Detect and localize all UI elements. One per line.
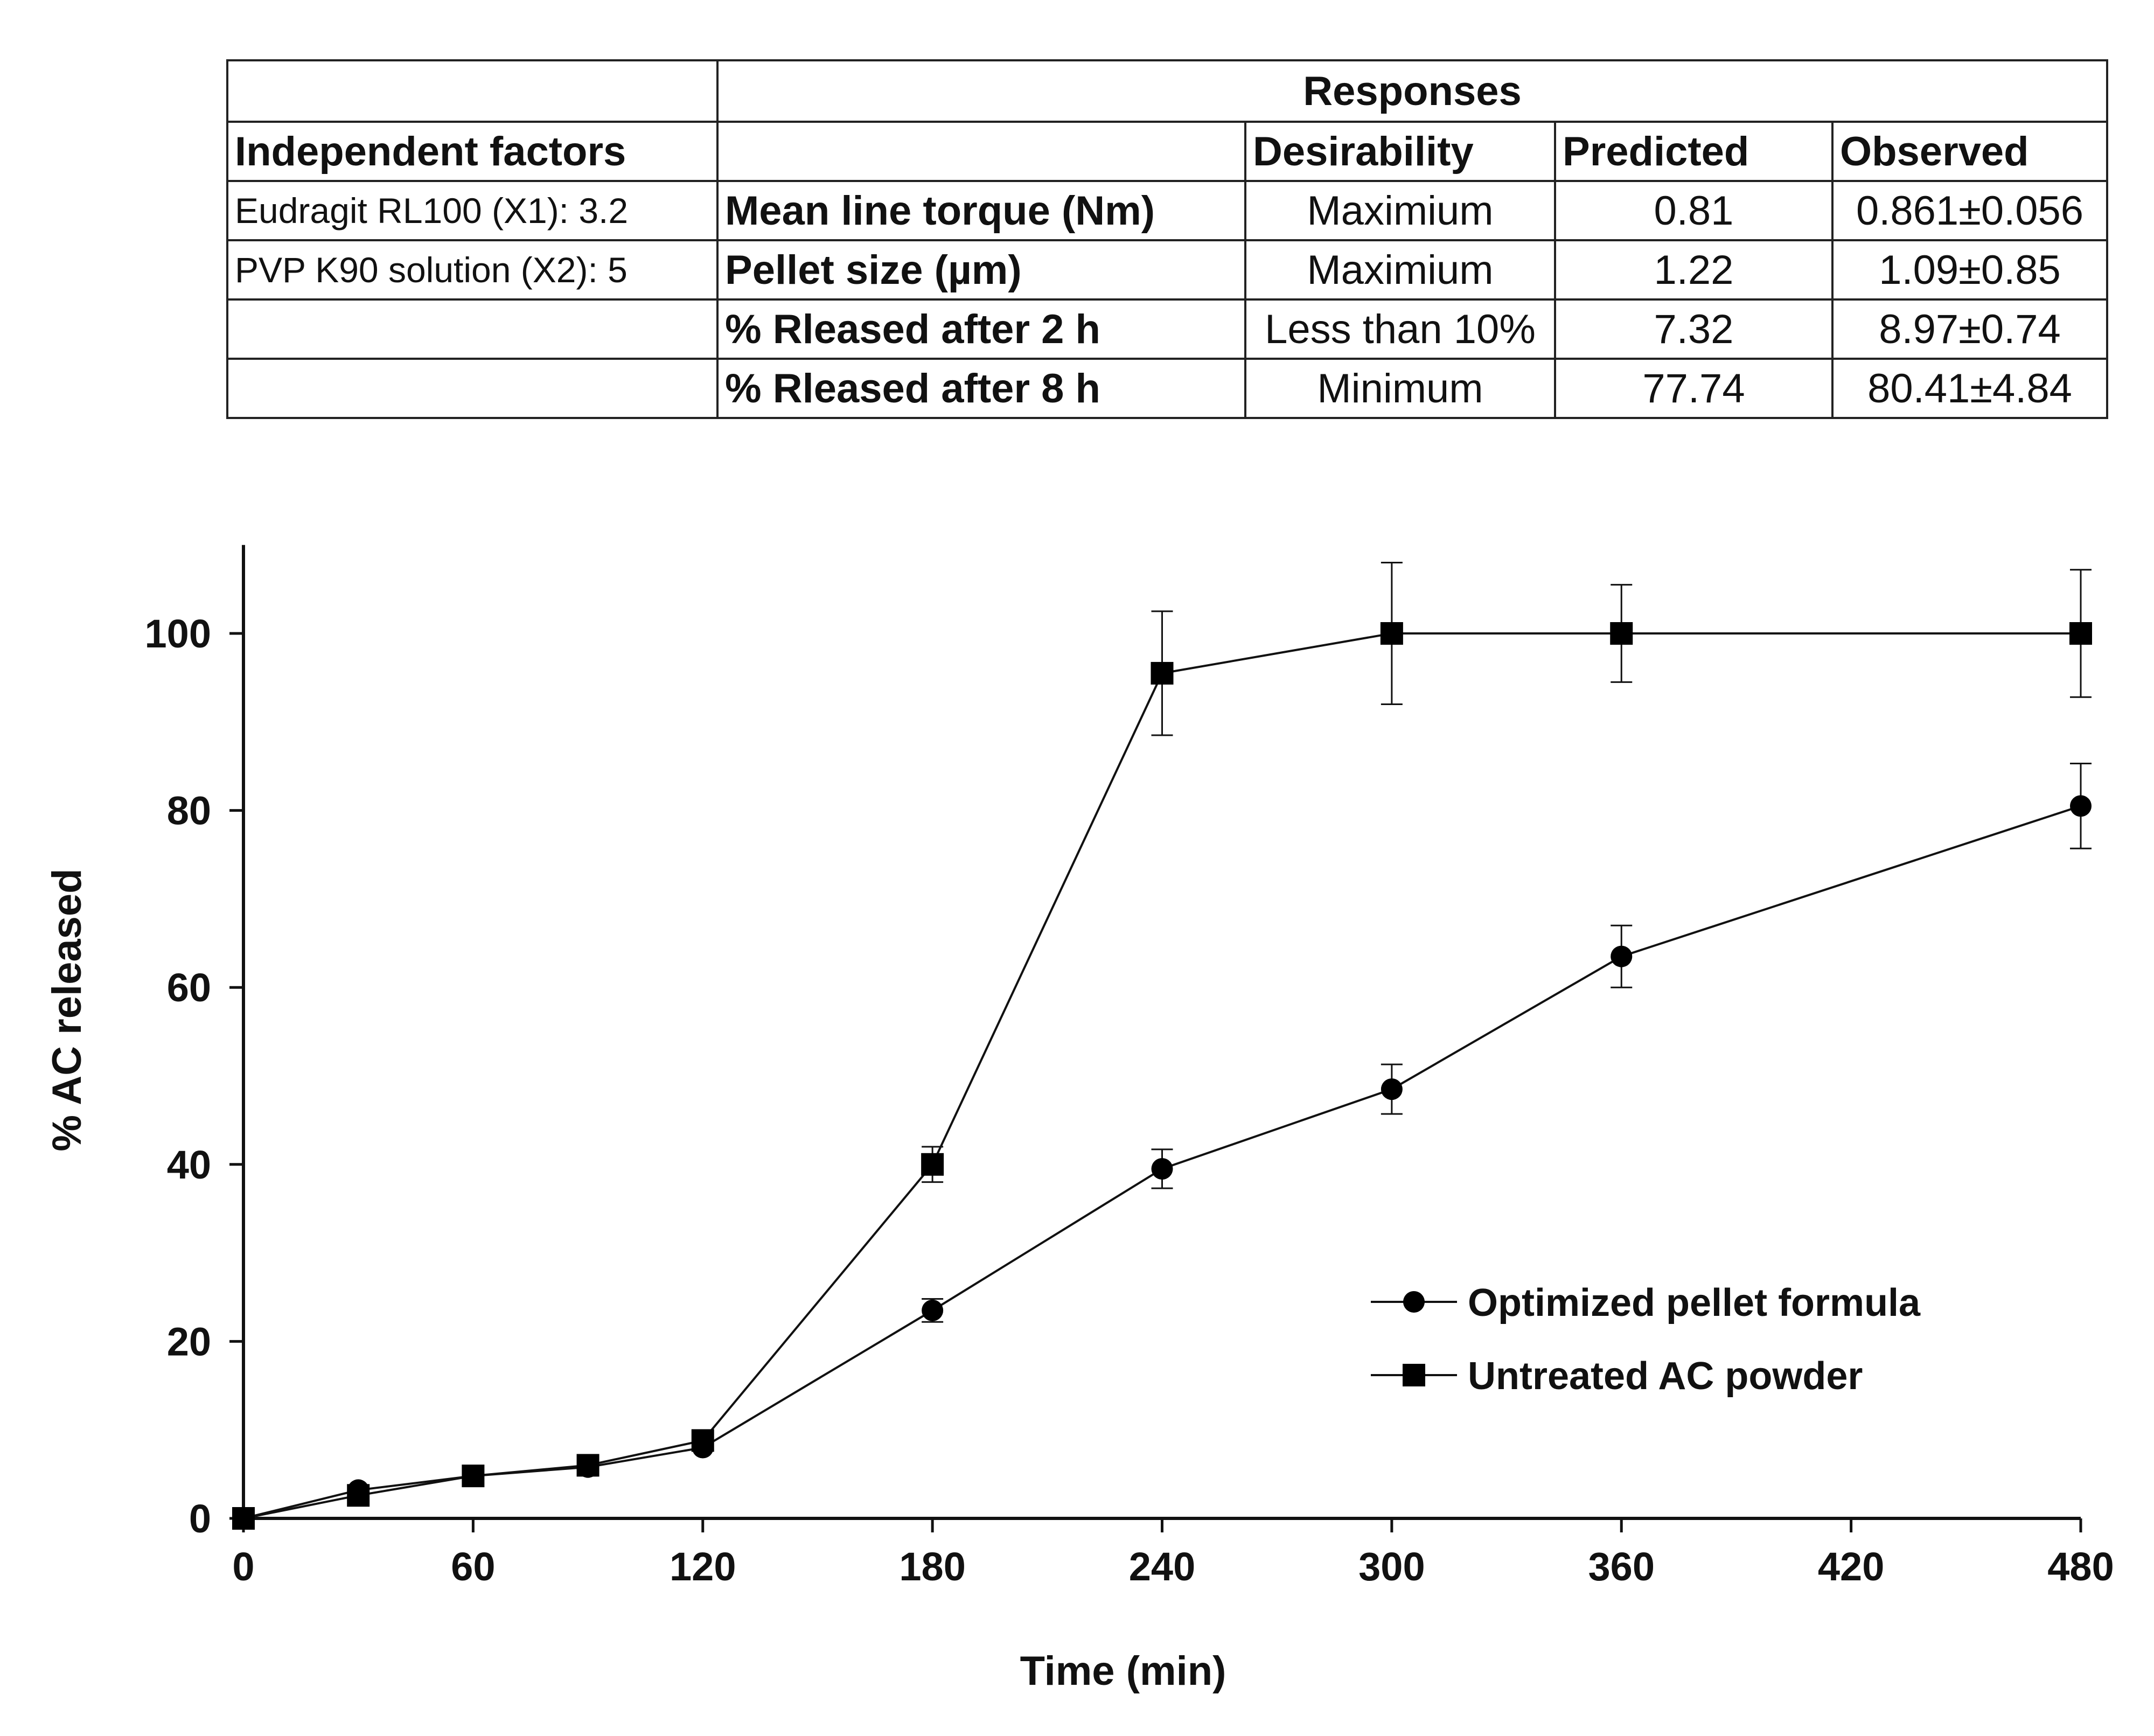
x-tick-label: 0: [232, 1544, 254, 1589]
predicted-cell: 0.81: [1554, 180, 1834, 241]
predicted-header: Predicted: [1554, 121, 1834, 182]
table-row: PVP K90 solution (X2): 5 Pellet size (µm…: [226, 239, 2108, 301]
desirability-cell: Less than 10%: [1244, 298, 1556, 360]
legend-label: Optimized pellet formula: [1468, 1281, 1921, 1324]
legend-marker: [1403, 1291, 1425, 1313]
y-tick-label: 100: [145, 611, 211, 656]
x-tick-label: 480: [2047, 1544, 2114, 1589]
table-header-row: Independent factors Desirability Predict…: [226, 121, 2108, 182]
table-header-row-responses: Responses: [226, 59, 2108, 123]
data-point-series-1: [2070, 795, 2092, 817]
data-point-series-2: [1151, 661, 1174, 685]
observed-cell: 1.09±0.85: [1831, 239, 2108, 301]
factor-cell: [226, 358, 719, 419]
data-point-series-2: [576, 1454, 600, 1477]
x-tick-label: 180: [899, 1544, 965, 1589]
data-point-series-1: [1151, 1158, 1173, 1180]
table-empty-cell: [226, 59, 719, 123]
factor-cell: PVP K90 solution (X2): 5: [226, 239, 719, 301]
x-tick-label: 120: [670, 1544, 736, 1589]
x-tick-label: 240: [1129, 1544, 1195, 1589]
table-row: Eudragit RL100 (X1): 3.2 Mean line torqu…: [226, 180, 2108, 241]
response-cell: % Rleased after 2 h: [716, 298, 1246, 360]
data-point-series-2: [1380, 622, 1403, 645]
x-tick-label: 300: [1358, 1544, 1425, 1589]
table-row: % Rleased after 2 h Less than 10% 7.32 8…: [226, 298, 2108, 360]
predicted-cell: 77.74: [1554, 358, 1834, 419]
x-tick-label: 420: [1818, 1544, 1884, 1589]
data-point-series-1: [1611, 945, 1633, 967]
response-cell: Mean line torque (Nm): [716, 180, 1246, 241]
data-point-series-2: [691, 1429, 714, 1452]
y-tick-label: 60: [167, 965, 211, 1010]
response-cell: % Rleased after 8 h: [716, 358, 1246, 419]
responses-table: Responses Independent factors Desirabili…: [226, 59, 2108, 419]
predicted-cell: 7.32: [1554, 298, 1834, 360]
series-line-1: [243, 805, 2081, 1519]
observed-cell: 0.861±0.056: [1831, 180, 2108, 241]
data-point-series-2: [347, 1484, 370, 1507]
desirability-cell: Maximium: [1244, 180, 1556, 241]
observed-header: Observed: [1831, 121, 2108, 182]
y-tick-label: 0: [189, 1496, 211, 1541]
observed-cell: 80.41±4.84: [1831, 358, 2108, 419]
responses-header: Responses: [716, 59, 2108, 123]
series-line-2: [243, 632, 2081, 1519]
observed-cell: 8.97±0.74: [1831, 298, 2108, 360]
data-point-series-2: [2069, 622, 2092, 645]
data-point-series-1: [1381, 1078, 1403, 1100]
desirability-header: Desirability: [1244, 121, 1556, 182]
chart-axes: 0 60 120 180 240 300 360 420 480 0 20 40 60 80 100: [145, 545, 2114, 1589]
table-empty-cell: [716, 121, 1246, 182]
data-point-series-2: [921, 1153, 944, 1176]
data-point-series-1: [922, 1299, 944, 1321]
data-point-series-2: [1610, 622, 1633, 645]
chart-legend: Optimized pellet formula Untreated AC pow…: [1371, 1281, 1921, 1398]
table-row: % Rleased after 8 h Minimum 77.74 80.41±…: [226, 358, 2108, 419]
x-tick-label: 60: [451, 1544, 495, 1589]
predicted-cell: 1.22: [1554, 239, 1834, 301]
legend-marker: [1403, 1364, 1425, 1386]
desirability-cell: Maximium: [1244, 239, 1556, 301]
factor-cell: Eudragit RL100 (X1): 3.2: [226, 180, 719, 241]
y-tick-label: 80: [167, 789, 211, 833]
desirability-cell: Minimum: [1244, 358, 1556, 419]
data-point-series-2: [232, 1507, 255, 1530]
x-tick-label: 360: [1588, 1544, 1655, 1589]
data-point-series-2: [462, 1465, 485, 1488]
response-cell: Pellet size (µm): [716, 239, 1246, 301]
factor-cell: [226, 298, 719, 360]
chart-series: [232, 562, 2092, 1530]
y-axis-label: % AC released: [44, 868, 90, 1151]
y-tick-label: 20: [167, 1319, 211, 1364]
legend-label: Untreated AC powder: [1468, 1355, 1863, 1398]
factors-header: Independent factors: [226, 121, 719, 182]
x-axis-label: Time (min): [1020, 1648, 1226, 1694]
y-tick-label: 40: [167, 1142, 211, 1187]
